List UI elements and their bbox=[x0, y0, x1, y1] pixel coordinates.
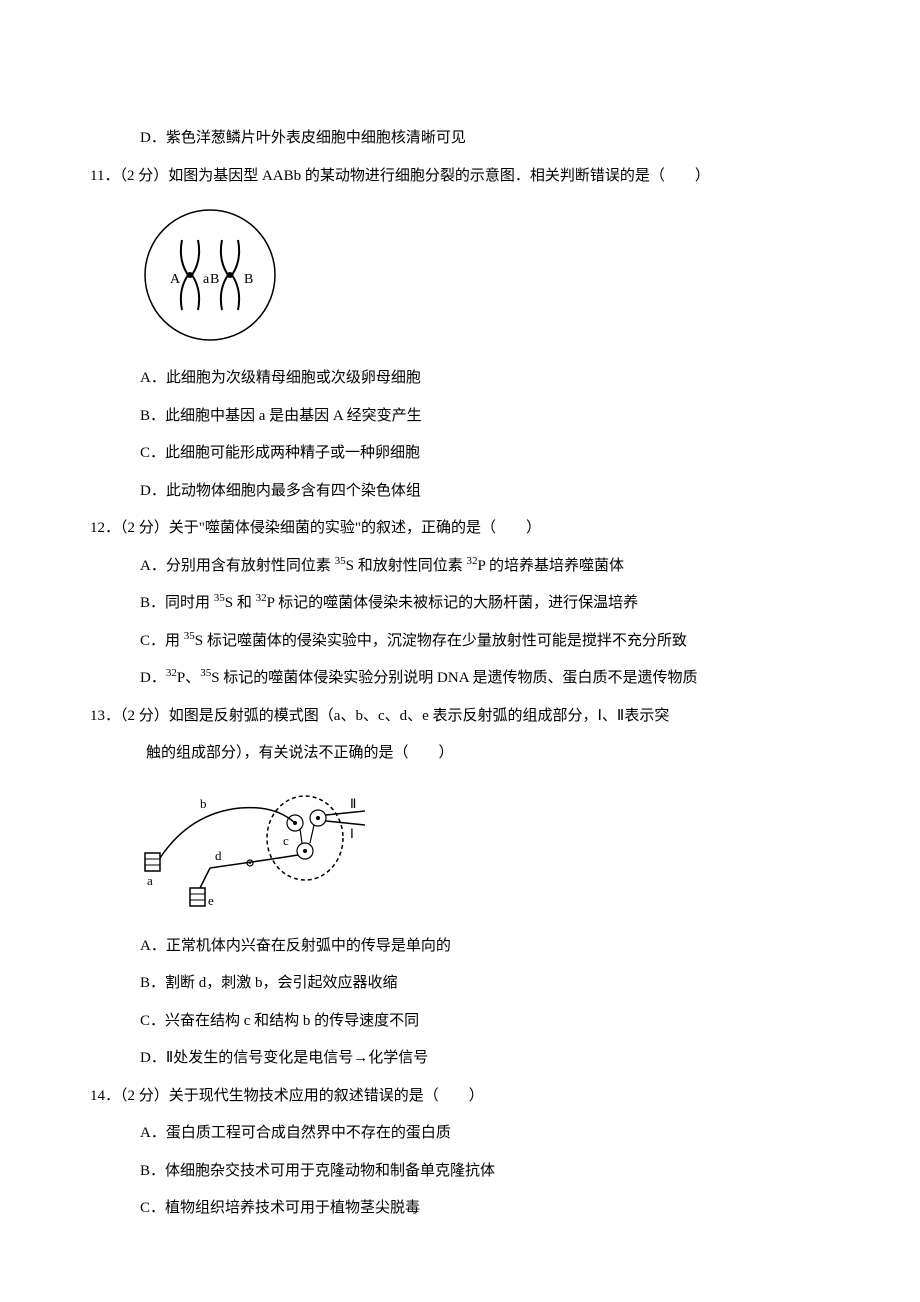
question-text: 关于"噬菌体侵染细菌的实验"的叙述，正确的是（ ） bbox=[169, 520, 541, 536]
q10-option-d: D．紫色洋葱鳞片叶外表皮细胞中细胞核清晰可见 bbox=[90, 120, 830, 158]
option-text: 此细胞可能形成两种精子或一种卵细胞 bbox=[165, 445, 420, 461]
option-label: D． bbox=[140, 130, 166, 146]
option-text: 兴奋在结构 c 和结构 b 的传导速度不同 bbox=[165, 1013, 419, 1029]
q12-stem: 12．（2 分）关于"噬菌体侵染细菌的实验"的叙述，正确的是（ ） bbox=[90, 510, 830, 548]
q12-option-a: A．分别用含有放射性同位素 35S 和放射性同位素 32P 的培养基培养噬菌体 bbox=[90, 548, 830, 586]
label-B2: B bbox=[244, 272, 253, 287]
question-number: 11． bbox=[90, 168, 119, 184]
question-points: （2 分） bbox=[119, 168, 168, 184]
label-A: A bbox=[170, 272, 181, 287]
q13-stem-line1: 13．（2 分）如图是反射弧的模式图（a、b、c、d、e 表示反射弧的组成部分，… bbox=[90, 698, 830, 736]
q11-option-a: A．此细胞为次级精母细胞或次级卵母细胞 bbox=[90, 360, 830, 398]
option-text: 植物组织培养技术可用于植物茎尖脱毒 bbox=[165, 1200, 420, 1216]
q11-stem: 11．（2 分）如图为基因型 AABb 的某动物进行细胞分裂的示意图．相关判断错… bbox=[90, 158, 830, 196]
q14-option-a: A．蛋白质工程可合成自然界中不存在的蛋白质 bbox=[90, 1115, 830, 1153]
label-e: e bbox=[208, 893, 214, 908]
option-text: 此细胞中基因 a 是由基因 A 经突变产生 bbox=[165, 408, 422, 424]
q14-option-b: B．体细胞杂交技术可用于克隆动物和制备单克隆抗体 bbox=[90, 1153, 830, 1191]
question-points: （2 分） bbox=[120, 708, 169, 724]
label-b: b bbox=[200, 796, 207, 811]
q13-stem-line2: 触的组成部分），有关说法不正确的是（ ） bbox=[90, 735, 830, 773]
q11-option-c: C．此细胞可能形成两种精子或一种卵细胞 bbox=[90, 435, 830, 473]
option-text: 此动物体细胞内最多含有四个染色体组 bbox=[166, 483, 421, 499]
label-II: Ⅱ bbox=[350, 796, 356, 811]
q13-option-c: C．兴奋在结构 c 和结构 b 的传导速度不同 bbox=[90, 1003, 830, 1041]
label-a: a bbox=[203, 272, 210, 287]
question-number: 12． bbox=[90, 520, 120, 536]
q11-option-d: D．此动物体细胞内最多含有四个染色体组 bbox=[90, 473, 830, 511]
option-text: Ⅱ处发生的信号变化是电信号→化学信号 bbox=[166, 1050, 428, 1066]
q13-figure: a b c Ⅱ Ⅰ d e bbox=[90, 783, 830, 918]
q13-option-b: B．割断 d，刺激 b，会引起效应器收缩 bbox=[90, 965, 830, 1003]
question-points: （2 分） bbox=[120, 520, 169, 536]
option-text: 割断 d，刺激 b，会引起效应器收缩 bbox=[165, 975, 398, 991]
q12-option-c: C．用 35S 标记噬菌体的侵染实验中，沉淀物存在少量放射性可能是搅拌不充分所致 bbox=[90, 623, 830, 661]
q11-option-b: B．此细胞中基因 a 是由基因 A 经突变产生 bbox=[90, 398, 830, 436]
option-text: 正常机体内兴奋在反射弧中的传导是单向的 bbox=[166, 938, 451, 954]
q13-option-a: A．正常机体内兴奋在反射弧中的传导是单向的 bbox=[90, 928, 830, 966]
question-text: 关于现代生物技术应用的叙述错误的是（ ） bbox=[169, 1088, 484, 1104]
q14-stem: 14．（2 分）关于现代生物技术应用的叙述错误的是（ ） bbox=[90, 1078, 830, 1116]
label-d: d bbox=[215, 848, 222, 863]
question-text: 如图为基因型 AABb 的某动物进行细胞分裂的示意图．相关判断错误的是（ ） bbox=[168, 168, 710, 184]
label-a: a bbox=[147, 873, 153, 888]
option-text: 此细胞为次级精母细胞或次级卵母细胞 bbox=[166, 370, 421, 386]
q13-option-d: D．Ⅱ处发生的信号变化是电信号→化学信号 bbox=[90, 1040, 830, 1078]
label-B1: B bbox=[210, 272, 219, 287]
option-text: 紫色洋葱鳞片叶外表皮细胞中细胞核清晰可见 bbox=[166, 130, 466, 146]
q11-figure: A a B B bbox=[90, 205, 830, 350]
question-text: 如图是反射弧的模式图（a、b、c、d、e 表示反射弧的组成部分，Ⅰ、Ⅱ表示突 bbox=[169, 708, 670, 724]
q14-option-c: C．植物组织培养技术可用于植物茎尖脱毒 bbox=[90, 1190, 830, 1228]
question-number: 13． bbox=[90, 708, 120, 724]
q12-option-d: D．32P、35S 标记的噬菌体侵染实验分别说明 DNA 是遗传物质、蛋白质不是… bbox=[90, 660, 830, 698]
question-number: 14． bbox=[90, 1088, 120, 1104]
option-text: 体细胞杂交技术可用于克隆动物和制备单克隆抗体 bbox=[165, 1163, 495, 1179]
label-I: Ⅰ bbox=[350, 826, 354, 841]
option-text: 蛋白质工程可合成自然界中不存在的蛋白质 bbox=[166, 1125, 451, 1141]
cell-division-diagram: A a B B bbox=[140, 205, 280, 345]
label-c: c bbox=[283, 833, 289, 848]
reflex-arc-diagram: a b c Ⅱ Ⅰ d e bbox=[140, 783, 370, 913]
q12-option-b: B．同时用 35S 和 32P 标记的噬菌体侵染未被标记的大肠杆菌，进行保温培养 bbox=[90, 585, 830, 623]
question-points: （2 分） bbox=[120, 1088, 169, 1104]
